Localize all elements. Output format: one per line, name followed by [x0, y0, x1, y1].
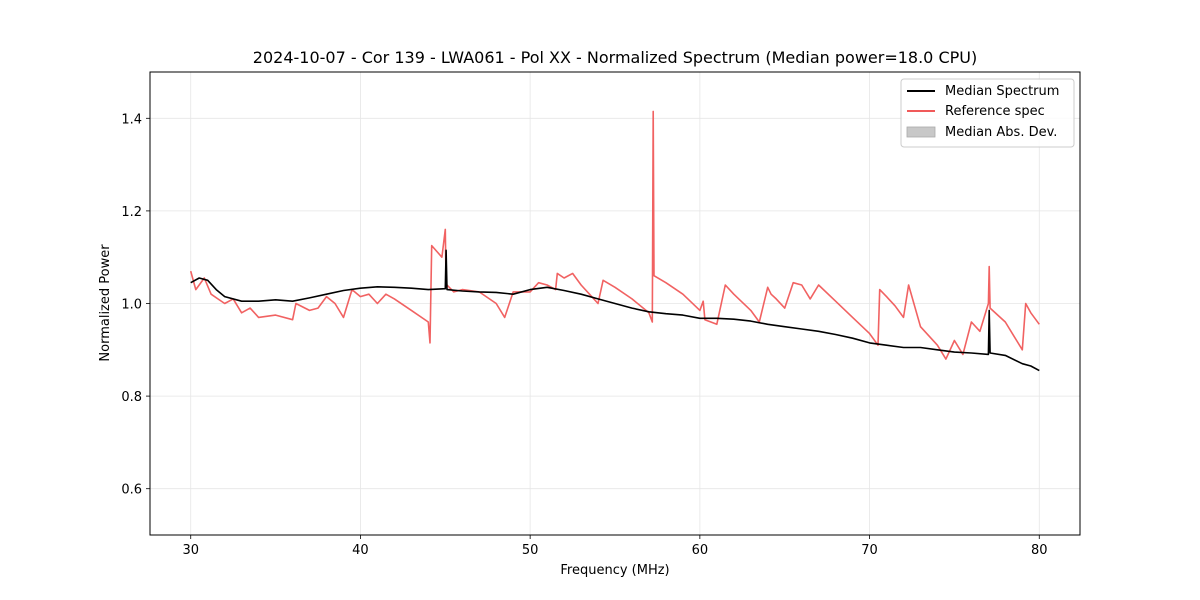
x-tick-label: 30	[182, 543, 199, 558]
chart-title: 2024-10-07 - Cor 139 - LWA061 - Pol XX -…	[253, 48, 977, 67]
y-axis-label: Normalized Power	[98, 244, 113, 362]
legend-swatch-median-abs-dev	[906, 126, 936, 138]
x-tick-label: 60	[692, 543, 709, 558]
legend-label-reference-spec: Reference spec	[945, 104, 1045, 119]
legend-label-median-abs-dev: Median Abs. Dev.	[945, 125, 1057, 140]
x-tick-label: 40	[352, 543, 369, 558]
x-axis-ticks: 30 40 50 60 70 80	[182, 535, 1048, 558]
x-tick-label: 50	[522, 543, 539, 558]
legend-box	[900, 78, 1075, 148]
series-line-median-spectrum	[190, 249, 1040, 372]
y-tick-label: 1.0	[121, 298, 142, 313]
y-tick-label: 0.8	[121, 390, 142, 405]
series-lines	[189, 110, 1040, 372]
chart-legend: Median Spectrum Reference spec Median Ab…	[900, 78, 1075, 148]
y-axis-ticks: 0.6 0.8 1.0 1.2 1.4	[121, 112, 150, 498]
y-tick-label: 0.6	[121, 483, 142, 498]
x-tick-label: 80	[1031, 543, 1048, 558]
series-line-reference-spec	[189, 110, 1040, 360]
y-tick-label: 1.4	[121, 112, 142, 127]
x-axis-label: Frequency (MHz)	[560, 563, 669, 578]
legend-label-median-spectrum: Median Spectrum	[945, 84, 1059, 99]
x-tick-label: 70	[861, 543, 878, 558]
y-tick-label: 1.2	[121, 205, 142, 220]
